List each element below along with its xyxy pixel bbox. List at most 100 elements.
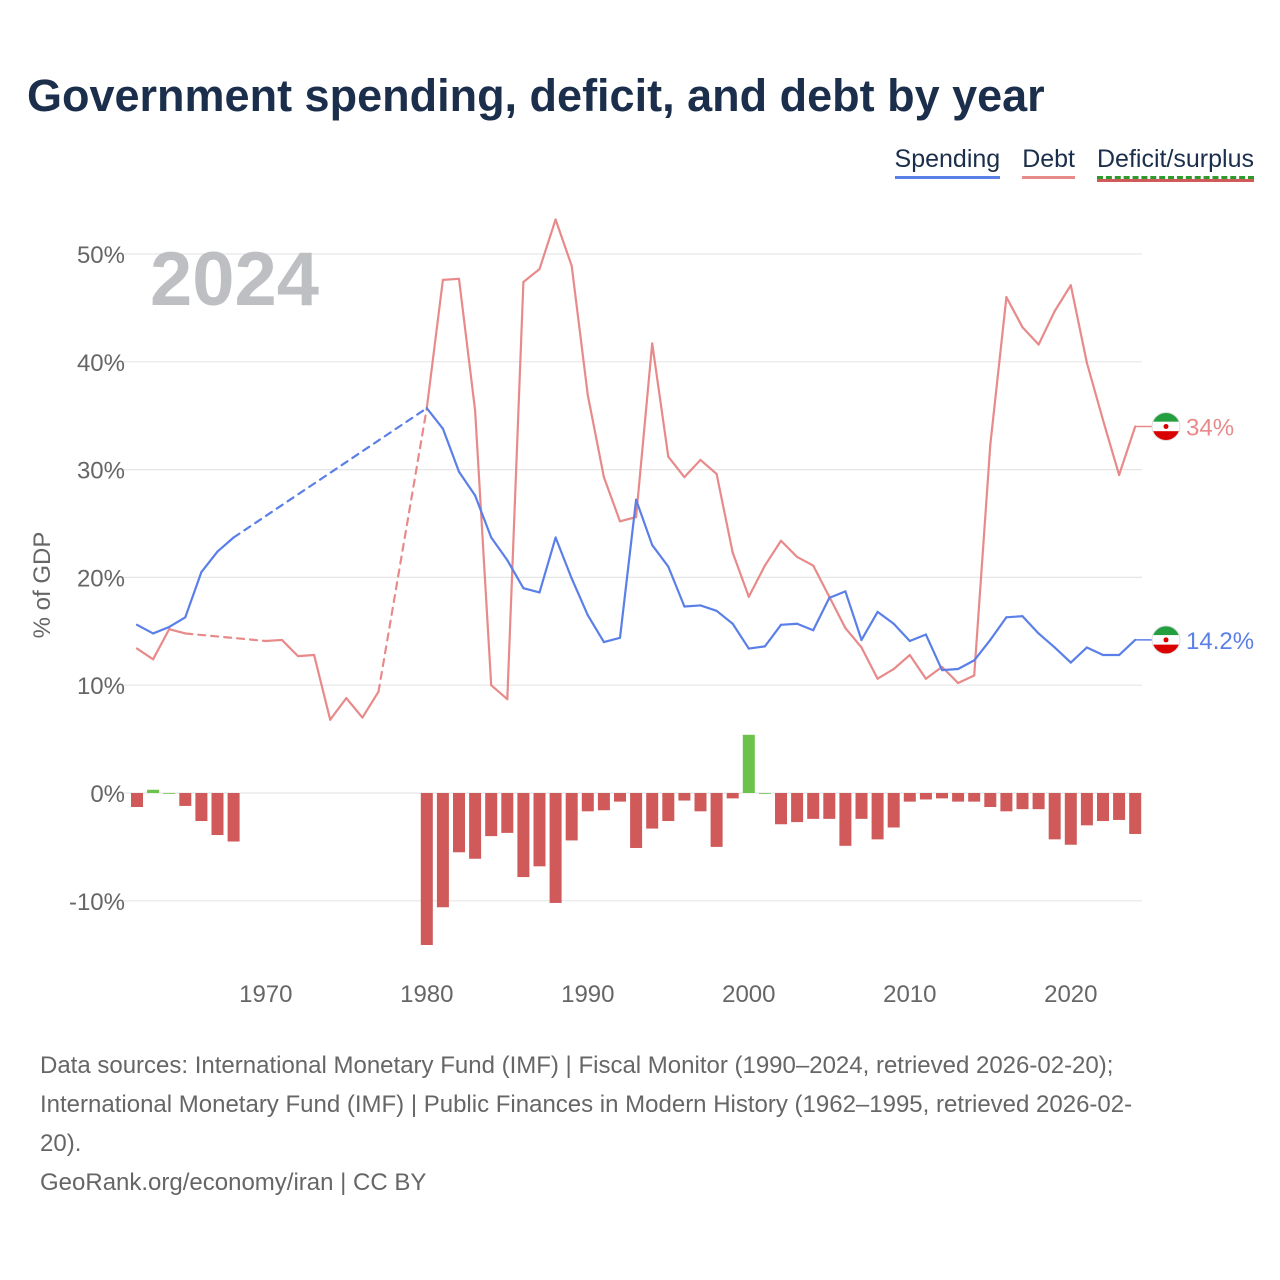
spending-line-segment	[1005, 615, 1024, 619]
spending-line-segment	[747, 645, 767, 650]
x-tick-label: 2000	[722, 981, 775, 1008]
deficit-bar	[919, 793, 932, 800]
deficit-bar	[823, 793, 836, 819]
source-line-2: International Monetary Fund (IMF) | Publ…	[40, 1091, 1133, 1118]
y-tick-label: 50%	[77, 242, 125, 269]
spending-line-segment	[828, 590, 847, 599]
debt-line-segment	[634, 342, 654, 519]
deficit-bar	[1129, 793, 1142, 834]
spending-line-segment	[892, 622, 911, 643]
deficit-bar	[646, 793, 659, 829]
deficit-bar	[1048, 793, 1061, 840]
debt-line-segment	[683, 458, 702, 479]
deficit-bar	[163, 793, 176, 794]
deficit-bar	[678, 793, 691, 801]
source-line-1: Data sources: International Monetary Fun…	[40, 1052, 1114, 1079]
debt-line-segment	[474, 409, 493, 687]
spending-line-segment	[1037, 632, 1056, 649]
debt-line-segment	[1053, 284, 1072, 313]
debt-line-segment	[860, 646, 879, 680]
debt-line-segment	[795, 555, 815, 567]
debt-line-segment	[490, 684, 509, 701]
debt-line-segment	[457, 277, 477, 412]
chart-title: Government spending, deficit, and debt b…	[27, 70, 1045, 121]
deficit-bar	[517, 793, 530, 878]
spending-line-segment	[973, 638, 992, 662]
deficit-bar	[131, 793, 143, 808]
deficit-bar	[1113, 793, 1126, 820]
deficit-bar	[968, 793, 981, 802]
debt-line-segment	[538, 218, 557, 271]
legend-debt[interactable]: Debt	[1022, 145, 1075, 179]
debt-line-segment	[168, 628, 187, 635]
spending-line-segment	[940, 667, 960, 672]
spending-line-segment	[152, 625, 171, 635]
debt-line-segment	[313, 653, 332, 721]
y-axis-label: % of GDP	[29, 532, 56, 639]
source-line-3: 20).	[40, 1130, 82, 1157]
spending-line-segment	[168, 616, 187, 629]
debt-line-segment	[554, 218, 573, 267]
debt-line-segment	[876, 667, 895, 680]
spending-line-segment	[490, 536, 509, 562]
debt-line-segment	[425, 278, 444, 410]
iran-flag-icon	[1151, 625, 1181, 655]
spending-line-segment	[699, 604, 718, 612]
spending-line-segment	[200, 550, 219, 574]
spending-line-segment	[956, 659, 976, 671]
spending-line-segment	[779, 622, 799, 626]
flag-stripe-green	[1152, 625, 1180, 636]
legend: Spending Debt Deficit/surplus	[894, 145, 1254, 179]
spending-line-segment	[1021, 615, 1040, 635]
deficit-bar	[694, 793, 707, 812]
debt-line-segment	[345, 697, 364, 719]
debt-line-segment	[1005, 296, 1024, 329]
debt-line-segment	[296, 653, 316, 658]
x-tick-label: 2010	[883, 981, 936, 1008]
spending-line-segment	[795, 622, 815, 632]
debt-line-segment	[844, 626, 863, 649]
y-tick-label: 20%	[77, 565, 125, 592]
debt-line-segment	[812, 564, 831, 598]
spending-line-segment	[425, 407, 444, 430]
deficit-bar	[791, 793, 804, 823]
deficit-bar	[549, 793, 562, 903]
debt-line-segment	[715, 472, 734, 554]
flag-border	[1151, 625, 1181, 655]
iran-flag-icon	[1151, 411, 1181, 441]
debt-line-segment	[763, 539, 783, 567]
deficit-bar	[936, 793, 948, 799]
footer: Data sources: International Monetary Fun…	[40, 1046, 1240, 1202]
deficit-bar	[984, 793, 997, 808]
debt-line-segment	[973, 443, 992, 677]
debt-line-segment	[586, 394, 606, 479]
debt-line-segment	[731, 551, 750, 598]
legend-deficit[interactable]: Deficit/surplus	[1097, 145, 1254, 179]
deficit-bar	[807, 793, 820, 819]
debt-line-segment	[747, 564, 767, 598]
spending-line-segment	[634, 498, 654, 547]
debt-line-segment	[828, 595, 847, 630]
deficit-bar	[1080, 793, 1093, 826]
debt-line-segment	[329, 697, 348, 721]
y-tick-label: 30%	[77, 458, 125, 485]
flag-stripe-green	[1152, 412, 1180, 422]
spending-line-segment	[1053, 646, 1072, 664]
spending-line-segment	[184, 570, 203, 619]
spending-line-segment	[1117, 638, 1137, 657]
deficit-bar	[710, 793, 723, 847]
debt-line-segment	[667, 455, 686, 479]
spending-line-segment	[618, 498, 638, 639]
spending-line-segment	[908, 633, 928, 643]
deficit-bar	[533, 793, 546, 867]
debt-line-segment	[280, 638, 300, 658]
debt-line-segment	[184, 632, 267, 643]
deficit-bar	[211, 793, 224, 836]
debt-line-segment	[892, 653, 911, 671]
deficit-bar	[179, 793, 192, 806]
legend-spending[interactable]: Spending	[894, 145, 1001, 179]
flag-stripe-red	[1152, 431, 1180, 441]
attribution-link[interactable]: GeoRank.org/economy/iran | CC BY	[40, 1169, 427, 1196]
deficit-bar	[195, 793, 208, 822]
flag-stripe-red	[1152, 644, 1180, 654]
